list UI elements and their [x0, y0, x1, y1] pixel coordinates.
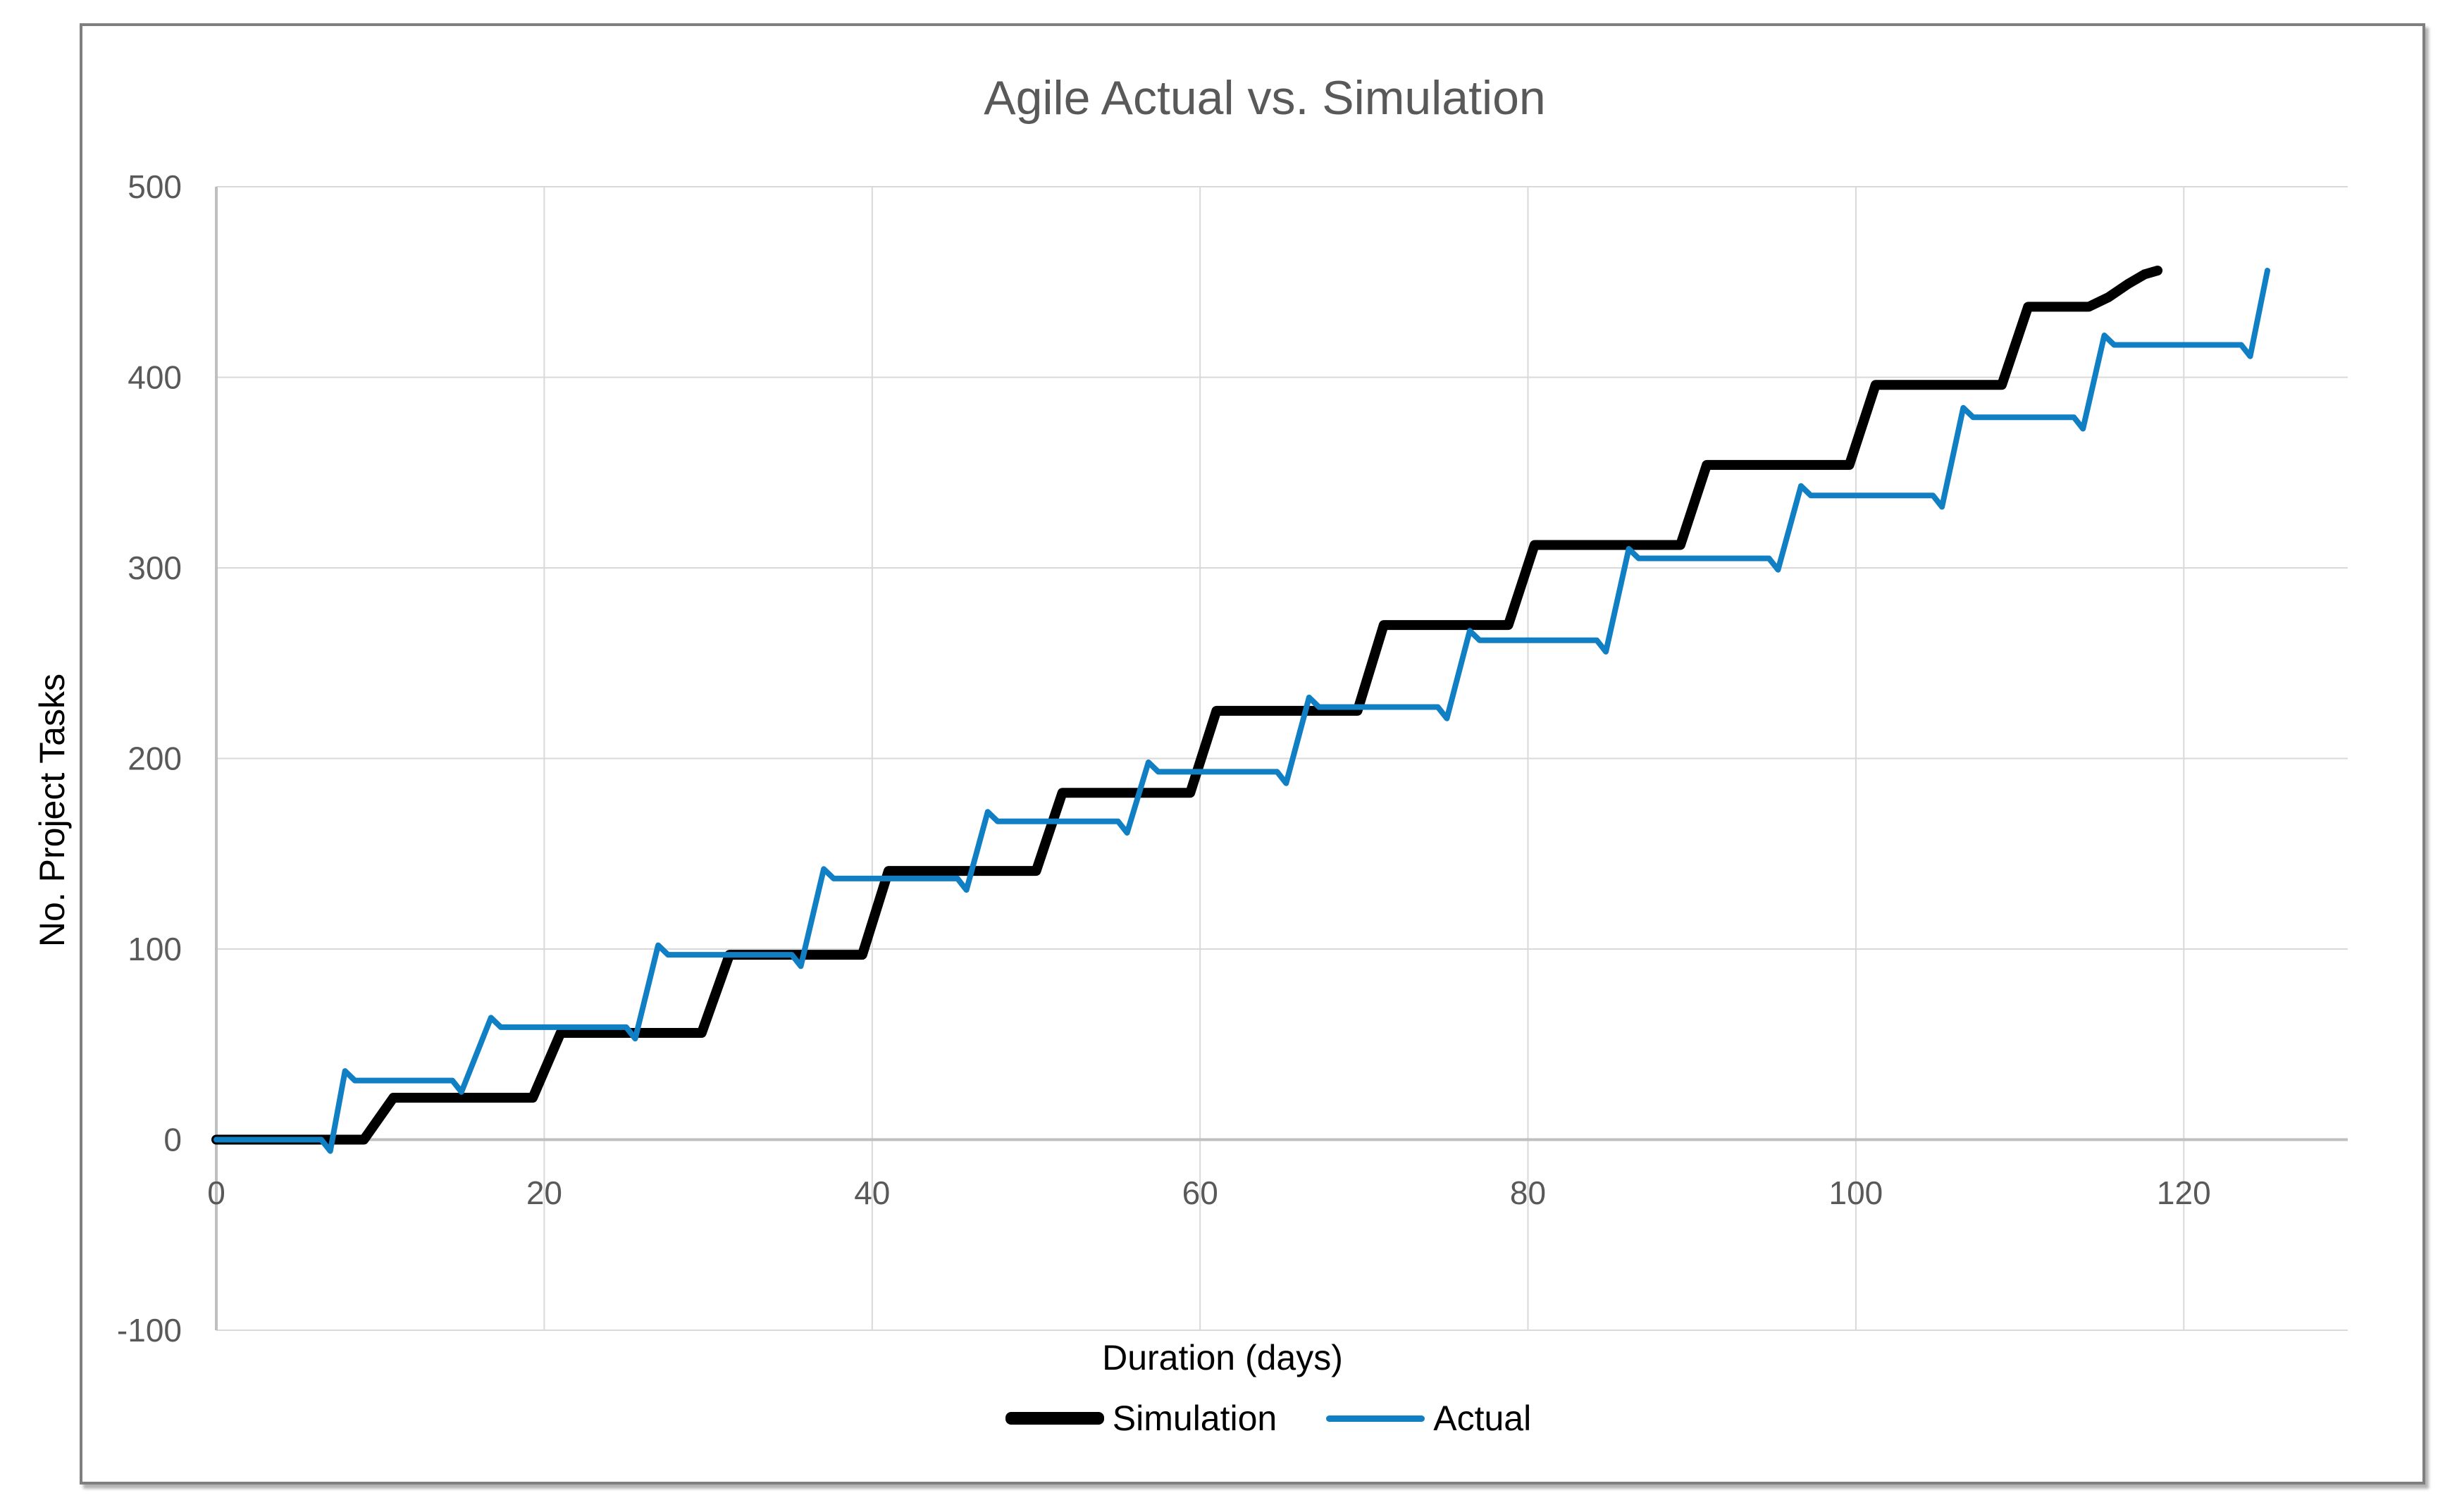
- y-tick-label: 500: [128, 168, 182, 205]
- y-tick-label: 100: [128, 931, 182, 967]
- x-axis-title: Duration (days): [1102, 1338, 1343, 1377]
- y-tick-label: 300: [128, 550, 182, 586]
- y-tick-label: 0: [163, 1122, 182, 1158]
- x-tick-label: 60: [1182, 1175, 1218, 1211]
- x-tick-label: 0: [207, 1175, 225, 1211]
- y-tick-label: -100: [117, 1312, 182, 1349]
- y-tick-label: 200: [128, 740, 182, 777]
- legend-label-simulation: Simulation: [1112, 1399, 1277, 1438]
- x-tick-label: 100: [1829, 1175, 1883, 1211]
- y-tick-label: 400: [128, 359, 182, 396]
- legend: Simulation Actual: [92, 1398, 2445, 1439]
- legend-item-actual: Actual: [1326, 1398, 1531, 1439]
- x-tick-label: 120: [2157, 1175, 2211, 1211]
- x-tick-label: 20: [526, 1175, 562, 1211]
- actual-line-swatch: [1326, 1415, 1425, 1422]
- legend-label-actual: Actual: [1433, 1399, 1532, 1438]
- y-axis-title: No. Project Tasks: [32, 673, 72, 948]
- chart-title: Agile Actual vs. Simulation: [984, 71, 1546, 125]
- series-line-actual: [213, 268, 2270, 1154]
- series-line-simulation: [211, 266, 2163, 1145]
- x-tick-label: 80: [1510, 1175, 1546, 1211]
- chart-outer-frame: [80, 23, 2425, 1485]
- simulation-line-swatch: [1005, 1412, 1104, 1425]
- x-tick-label: 40: [854, 1175, 890, 1211]
- legend-item-simulation: Simulation: [1005, 1398, 1277, 1439]
